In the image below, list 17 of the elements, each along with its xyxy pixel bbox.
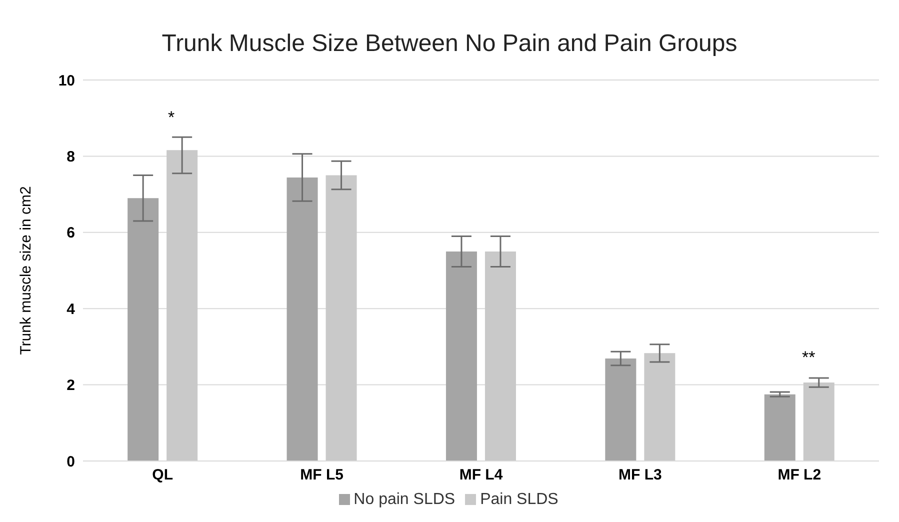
legend-label: No pain SLDS <box>354 491 456 508</box>
annotation: * <box>168 108 175 128</box>
y-tick-label: 6 <box>66 224 75 242</box>
x-tick-label: QL <box>152 466 174 484</box>
y-tick-label: 0 <box>66 453 75 470</box>
x-tick-label: MF L2 <box>778 466 822 484</box>
x-tick-label: MF L4 <box>459 466 504 484</box>
y-axis-title: Trunk muscle size in cm2 <box>17 186 34 355</box>
y-tick-label: 2 <box>66 377 75 394</box>
x-tick-label: MF L3 <box>618 466 662 484</box>
annotation: ** <box>802 348 816 368</box>
y-tick-label: 10 <box>58 72 75 90</box>
y-tick-label: 8 <box>66 148 75 166</box>
legend-label: Pain SLDS <box>480 491 558 508</box>
y-tick-label: 4 <box>66 300 76 318</box>
chart-title: Trunk Muscle Size Between No Pain and Pain Groups <box>160 29 738 59</box>
x-tick-label: MF L5 <box>300 466 344 484</box>
